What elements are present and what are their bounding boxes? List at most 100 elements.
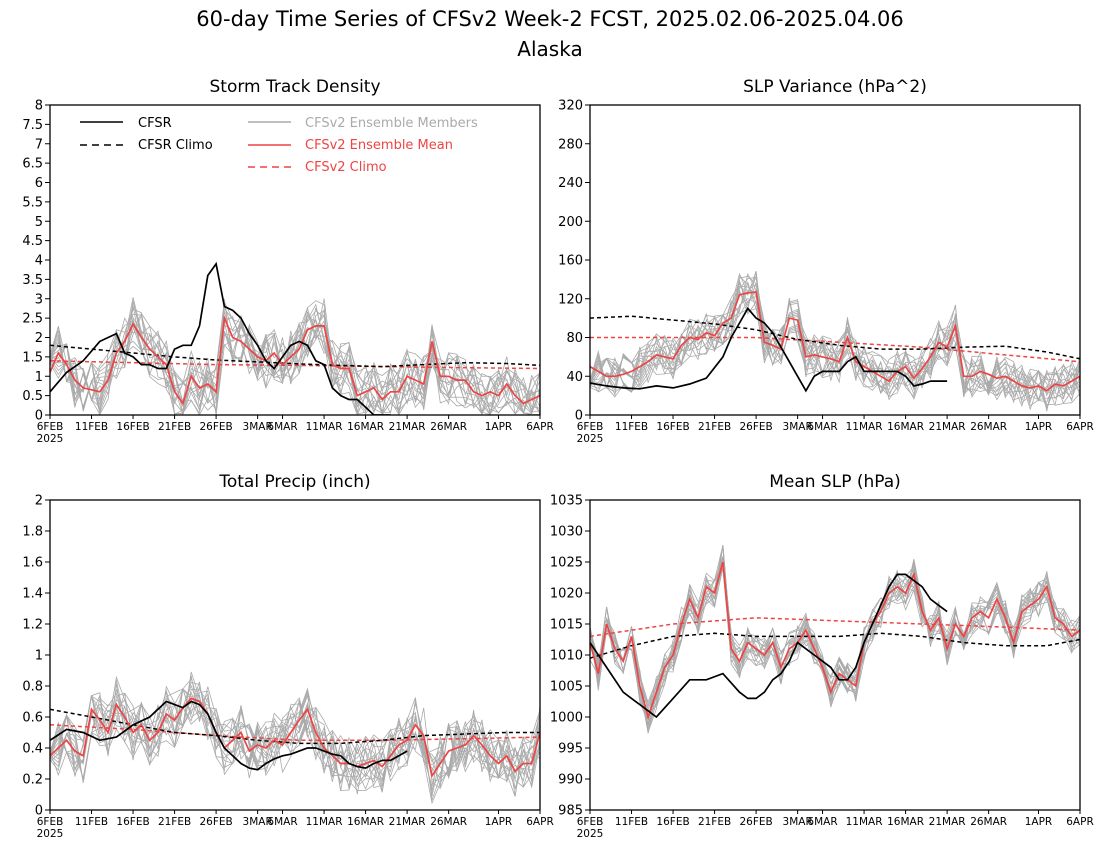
- x-tick-label: 26MAR: [430, 816, 467, 828]
- figure-title: 60-day Time Series of CFSv2 Week-2 FCST,…: [196, 7, 903, 31]
- y-tick-label: 4: [35, 254, 43, 269]
- y-tick-label: 985: [558, 804, 583, 819]
- x-tick-label: 26FEB: [199, 421, 232, 433]
- panel-title: Total Precip (inch): [218, 472, 370, 492]
- y-tick-label: 990: [558, 773, 583, 788]
- x-tick-label: 16MAR: [347, 816, 384, 828]
- x-tick-label: 11MAR: [306, 421, 343, 433]
- x-tick-label: 1APR: [1025, 421, 1053, 433]
- x-tick-label: 21MAR: [929, 421, 966, 433]
- x-tick-label: 1APR: [485, 421, 513, 433]
- x-tick-label: 1APR: [1025, 816, 1053, 828]
- y-tick-label: 6.5: [22, 157, 43, 172]
- x-tick-label: 6MAR: [807, 816, 837, 828]
- x-tick-label: 26FEB: [199, 816, 232, 828]
- y-tick-label: 280: [558, 137, 583, 152]
- series-line-cfsv2-climo: [50, 360, 540, 370]
- y-tick-label: 120: [558, 292, 583, 307]
- y-tick-label: 80: [566, 331, 583, 346]
- x-tick-label: 6FEB: [577, 816, 604, 828]
- x-tick-label: 11MAR: [846, 421, 883, 433]
- y-tick-label: 200: [558, 215, 583, 230]
- x-tick-label: 6APR: [1066, 421, 1094, 433]
- panel-total-precip: Total Precip (inch) 0 0.2 0.4 0.6 0.8 1 1.2 1.4…: [22, 472, 553, 840]
- series-line-ensemble-member: [590, 283, 1080, 402]
- y-tick-label: 0: [575, 409, 583, 424]
- series-line-ensemble-member: [590, 272, 1080, 411]
- series-line-cfsr-climo: [590, 632, 1080, 659]
- x-tick-label: 6MAR: [807, 421, 837, 433]
- y-tick-label: 1030: [550, 525, 583, 540]
- series-line-ensemble-member: [50, 298, 540, 415]
- panel-title: SLP Variance (hPa^2): [743, 77, 927, 97]
- series-line-ensemble-member: [590, 556, 1080, 708]
- y-tick-label: 1000: [550, 711, 583, 726]
- y-tick-label: 0.2: [22, 773, 43, 788]
- x-tick-label: 21MAR: [389, 816, 426, 828]
- y-tick-label: 4.5: [22, 234, 43, 249]
- series-line-ensemble-member: [50, 314, 540, 415]
- x-tick-label: 16FEB: [656, 816, 689, 828]
- series-line-ensemble-member: [590, 545, 1080, 708]
- y-tick-label: 6: [35, 176, 43, 191]
- series-line-ensemble-member: [50, 685, 540, 805]
- axes-frame: [589, 499, 1081, 811]
- figure-subtitle: Alaska: [517, 37, 582, 61]
- panel-storm-track-density: Storm Track Density 0 0.5 1 1.5 2 2.5 3 3.5 4 4.5…: [22, 77, 553, 445]
- x-tick-label: 11MAR: [846, 816, 883, 828]
- y-tick-label: 8: [35, 99, 43, 114]
- series-line-ensemble-member: [50, 310, 540, 415]
- series-line-ensemble-member: [590, 272, 1080, 402]
- y-tick-label: 2: [35, 494, 43, 509]
- series-line-ensemble-member: [590, 556, 1080, 734]
- x-tick-label: 11FEB: [615, 816, 648, 828]
- series-line-cfsv2-ensemble-mean: [50, 697, 540, 779]
- y-tick-label: 3: [35, 292, 43, 307]
- legend-label-mean: CFSv2 Ensemble Mean: [305, 138, 453, 153]
- series-line-cfsv2-ensemble-mean: [590, 561, 1080, 720]
- x-tick-label: 3MAR: [243, 816, 273, 828]
- series-line-ensemble-member: [590, 566, 1080, 734]
- panel-title: Storm Track Density: [209, 77, 380, 97]
- series-line-ensemble-member: [590, 280, 1080, 406]
- x-tick-label: 26MAR: [430, 421, 467, 433]
- series-line-ensemble-member: [590, 556, 1080, 730]
- series-line-ensemble-member: [590, 556, 1080, 721]
- x-tick-label: 16FEB: [116, 816, 149, 828]
- x-tick-label: 6FEB: [37, 421, 64, 433]
- x-year-label: 2025: [37, 433, 64, 445]
- series-line-cfsv2-climo: [590, 617, 1080, 638]
- y-tick-label: 1.5: [22, 350, 43, 365]
- x-year-label: 2025: [577, 828, 604, 840]
- series-line-ensemble-member: [50, 304, 540, 415]
- series-line-cfsr-climo: [50, 344, 540, 368]
- series-line-cfsv2-climo: [590, 336, 1080, 363]
- series-line-cfsr: [50, 700, 408, 771]
- series-line-ensemble-member: [50, 671, 540, 791]
- series-line-ensemble-member: [590, 566, 1080, 726]
- series-line-ensemble-member: [50, 681, 540, 790]
- series-line-ensemble-member: [50, 309, 540, 415]
- series-line-ensemble-member: [50, 678, 540, 792]
- x-tick-label: 26MAR: [970, 816, 1007, 828]
- y-tick-label: 0: [35, 409, 43, 424]
- plot-area: [590, 545, 1080, 734]
- legend-label-cfsr: CFSR: [138, 116, 172, 131]
- x-tick-label: 26FEB: [739, 421, 772, 433]
- y-tick-label: 160: [558, 254, 583, 269]
- y-tick-label: 1005: [550, 680, 583, 695]
- y-tick-label: 240: [558, 176, 583, 191]
- series-line-ensemble-member: [590, 276, 1080, 400]
- series-line-ensemble-member: [590, 275, 1080, 404]
- series-line-cfsv2-ensemble-mean: [50, 314, 540, 406]
- series-line-cfsr: [590, 573, 948, 719]
- y-tick-label: 5: [35, 215, 43, 230]
- y-tick-label: 320: [558, 99, 583, 114]
- y-tick-label: 1: [35, 649, 43, 664]
- y-tick-label: 1: [35, 370, 43, 385]
- y-tick-label: 5.5: [22, 195, 43, 210]
- panel-mean-slp: Mean SLP (hPa) 985 990 995 1000 1005 1010 1015…: [550, 472, 1094, 840]
- x-tick-label: 16FEB: [656, 421, 689, 433]
- x-tick-label: 21FEB: [698, 421, 731, 433]
